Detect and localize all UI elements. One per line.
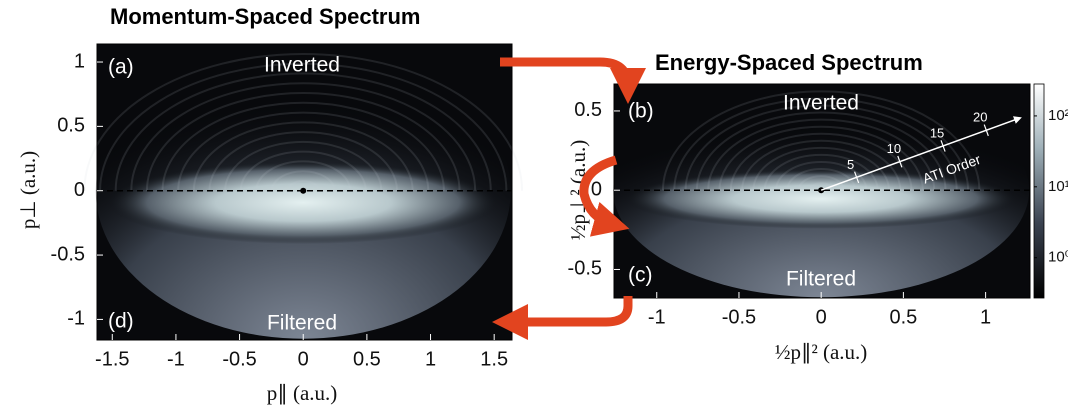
ati-tick (897, 155, 903, 168)
fringe (270, 170, 336, 191)
y-tick-label: -0.5 (51, 243, 85, 265)
x-tick-label: 0 (298, 348, 309, 370)
annotation: (b) (628, 100, 654, 123)
ati-tick-label: 10 (887, 141, 901, 156)
chart-title: Energy-Spaced Spectrum (655, 50, 923, 75)
fringe (161, 101, 445, 191)
ati-tick-label: 20 (973, 110, 987, 125)
annotation: Inverted (783, 92, 859, 115)
y-tick-label: 0.5 (57, 115, 85, 137)
ati-tick (983, 124, 989, 137)
ati-tick (940, 140, 946, 152)
colorbar-tick-label: 10⁰ (1048, 249, 1068, 266)
fringe (695, 111, 947, 191)
x-tick-label: -0.5 (222, 348, 256, 370)
y-axis-label: p⊥ (a.u.) (16, 151, 40, 229)
fringe (145, 92, 461, 191)
colorbar (1033, 83, 1045, 299)
fringe (774, 160, 868, 191)
fringe (83, 52, 524, 191)
fringe (786, 168, 857, 191)
x-tick-label: 1.5 (480, 348, 508, 370)
annotation: (d) (108, 310, 134, 333)
fringe (684, 104, 958, 191)
fringe (673, 97, 970, 191)
x-axis-label: ½p∥² (a.u.) (775, 340, 868, 364)
fringe (763, 153, 879, 191)
x-tick-label: 0.5 (353, 348, 381, 370)
arrow (492, 296, 633, 340)
fringe (718, 125, 924, 191)
arrow (579, 155, 630, 237)
arrows (492, 57, 646, 340)
fringe (797, 175, 845, 191)
annotation: Filtered (267, 312, 337, 335)
colorbar-tick-label: 10¹ (1048, 178, 1068, 195)
chart-title: Momentum-Spaced Spectrum (110, 4, 421, 29)
fringe (177, 111, 430, 191)
x-tick-label: 0.5 (889, 306, 917, 328)
fringe (224, 140, 383, 191)
fringe (661, 90, 981, 191)
y-tick-label: -1 (67, 308, 85, 330)
x-tick-label: -1.5 (95, 348, 129, 370)
arrow (500, 57, 646, 104)
fringe (192, 121, 414, 191)
ati-tick (854, 171, 860, 184)
fringe (114, 72, 492, 191)
x-tick-label: 1 (980, 306, 991, 328)
annotation: (a) (108, 56, 134, 79)
fringe (741, 139, 902, 191)
annotation: Inverted (264, 54, 340, 77)
fringe (255, 160, 352, 191)
y-tick-label: 0.5 (574, 99, 602, 121)
plot-frame (96, 43, 513, 341)
y-tick-label: -0.5 (568, 258, 602, 280)
origin-dot (300, 187, 307, 194)
y-tick-label: 0 (591, 178, 602, 200)
annotation: Filtered (786, 268, 856, 291)
fringe (286, 179, 320, 191)
fringe (707, 118, 936, 191)
annotation: (c) (628, 264, 653, 287)
fringe (239, 150, 367, 191)
heatmap-band (625, 168, 1017, 229)
x-tick-label: -1 (167, 348, 185, 370)
x-tick-label: -1 (648, 306, 666, 328)
y-tick-label: 0 (74, 179, 85, 201)
x-tick-label: 0 (816, 306, 827, 328)
heatmap-band (108, 161, 499, 244)
fringe (729, 132, 913, 191)
plots: -1.5 -1 -0.5 0 0.5 1 1.5 -1 -0.5 0 0.5 1 Momentum-Sp… (16, 4, 1068, 405)
colorbar-tick-label: 10² (1048, 107, 1068, 124)
plot-frame (613, 83, 1031, 299)
fringe (208, 131, 398, 191)
x-tick-label: 1 (425, 348, 436, 370)
ati-tick-label: 5 (847, 157, 854, 172)
x-tick-label: -0.5 (722, 306, 756, 328)
fringe (808, 182, 834, 191)
x-axis-label: p∥ (a.u.) (267, 381, 338, 405)
ati-axis (820, 116, 1022, 191)
ati-tick-label: 15 (930, 125, 944, 140)
fringe (130, 82, 477, 191)
y-tick-label: 1 (74, 50, 85, 72)
fringe (752, 146, 890, 191)
fringe (99, 62, 508, 191)
